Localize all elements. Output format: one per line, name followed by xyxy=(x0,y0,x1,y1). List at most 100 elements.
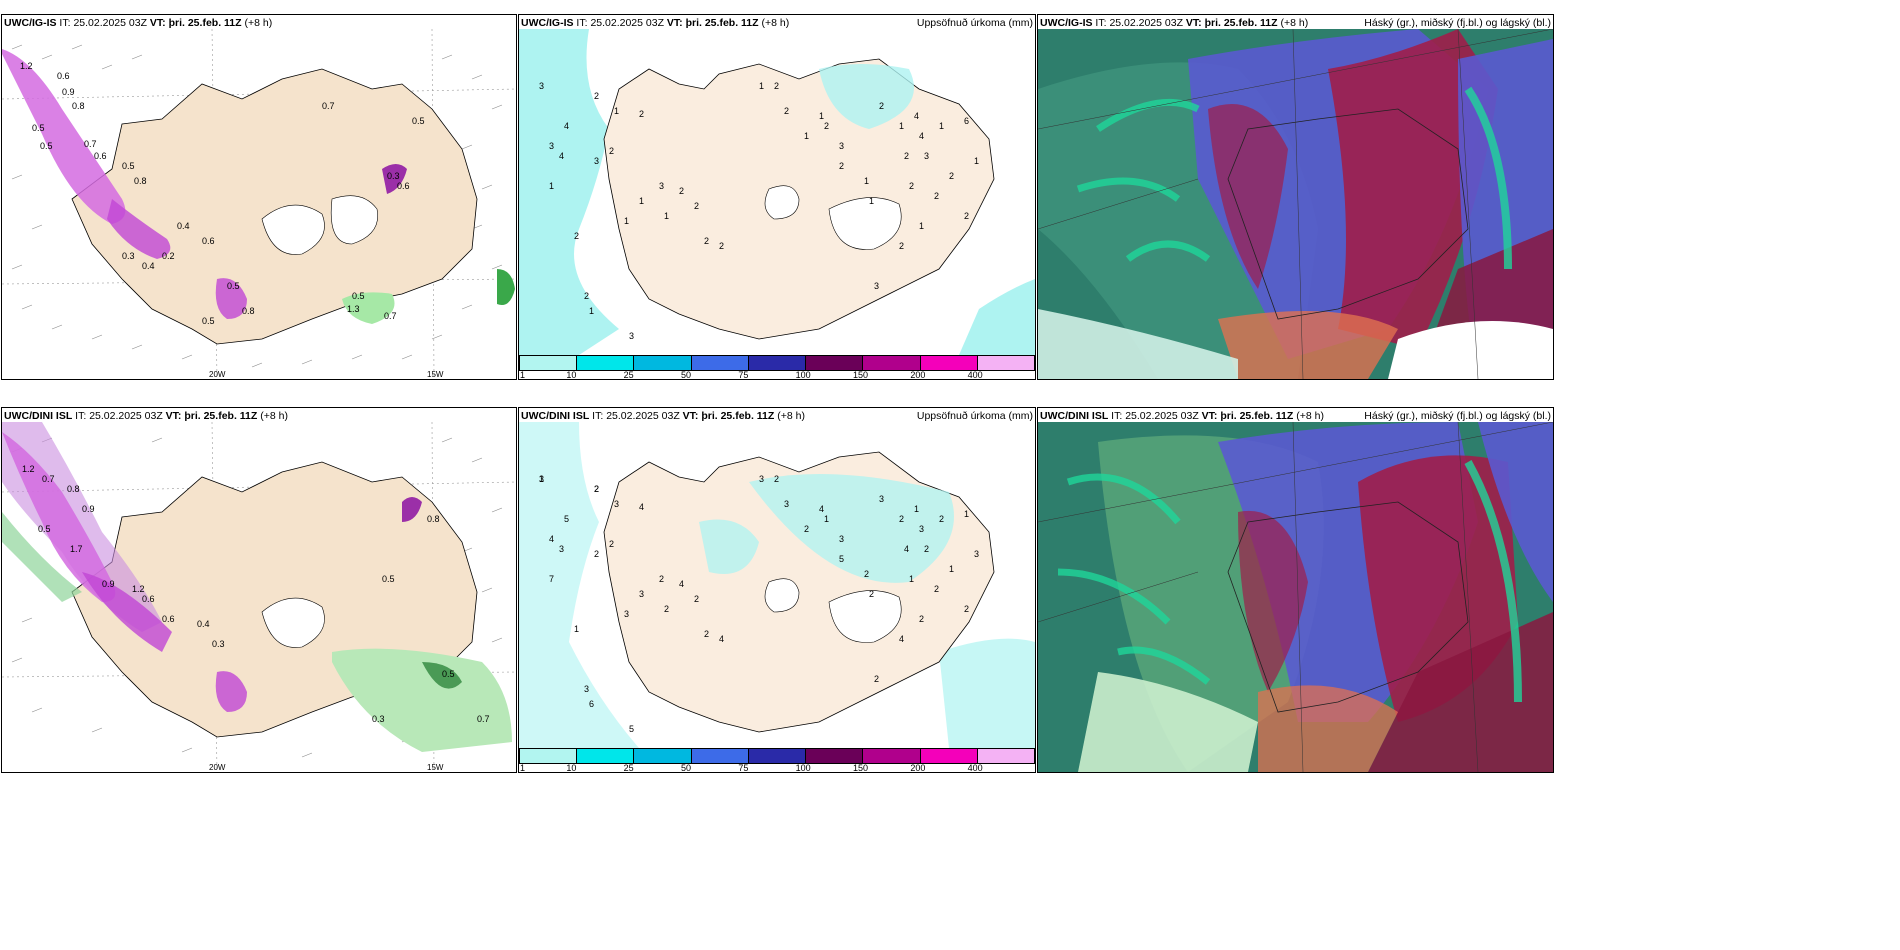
colorbar-tick-label: 200 xyxy=(910,763,926,773)
map-value-label: 0.3 xyxy=(122,251,135,261)
map-value-label: 0.9 xyxy=(62,87,75,97)
panel-header: UWC/IG-IS IT: 25.02.2025 03Z VT: þri. 25… xyxy=(1040,17,1308,29)
map-value-label: 0.7 xyxy=(322,101,335,111)
colorbar-swatch xyxy=(577,749,635,763)
map-value-label: 0.8 xyxy=(242,306,255,316)
map-value-label: 2 xyxy=(584,291,589,301)
wind-map: 1.2 0.7 0.8 0.9 0.5 1.7 1.2 0.9 0.6 0.6 0.4 0.3 0.5 0… xyxy=(2,422,516,772)
map-value-label: 1.3 xyxy=(347,304,360,314)
plot-title: Uppsöfnuð úrkoma (mm) xyxy=(916,17,1033,29)
map-value-label: 4 xyxy=(719,634,724,644)
cloud-map xyxy=(1038,29,1553,379)
map-value-label: 4 xyxy=(679,579,684,589)
vt-label: VT: xyxy=(682,410,699,422)
colorbar-tick-label: 100 xyxy=(795,370,811,380)
map-value-label: 1 xyxy=(939,121,944,131)
lon-label: 15W xyxy=(427,370,444,379)
map-value-label: 3 xyxy=(659,181,664,191)
map-value-label: 2 xyxy=(639,109,644,119)
it-label: IT: xyxy=(59,17,71,29)
map-value-label: 5 xyxy=(564,514,569,524)
map-value-label: 0.7 xyxy=(384,311,397,321)
colorbar-swatch xyxy=(977,749,1034,763)
map-value-label: 1.2 xyxy=(22,464,35,474)
colorbar-tick-label: 150 xyxy=(853,370,869,380)
cloud-panel-1: UWC/IG-IS IT: 25.02.2025 03Z VT: þri. 25… xyxy=(1037,14,1554,380)
map-value-label: 4 xyxy=(899,634,904,644)
colorbar-swatch xyxy=(863,749,921,763)
valid-time: þri. 25.feb. 11Z xyxy=(1204,17,1278,29)
wind-map: 1.2 0.6 0.9 0.8 0.5 0.5 0.7 0.6 0.5 0.8 0.4 0.6 0.3 0… xyxy=(2,29,516,379)
colorbar-tick-label: 25 xyxy=(623,370,634,380)
map-value-label: 4 xyxy=(919,131,924,141)
panel-header: UWC/DINI ISL IT: 25.02.2025 03Z VT: þri.… xyxy=(4,410,288,422)
iceland-land xyxy=(71,68,478,345)
map-value-label: 4 xyxy=(639,502,644,512)
map-value-label: 0.4 xyxy=(142,261,155,271)
map-value-label: 0.5 xyxy=(32,123,45,133)
it-label: IT: xyxy=(576,17,588,29)
map-value-label: 1 xyxy=(914,504,919,514)
map-value-label: 2 xyxy=(839,161,844,171)
map-value-label: 7 xyxy=(549,574,554,584)
cloud-panel-2: UWC/DINI ISL IT: 25.02.2025 03Z VT: þri.… xyxy=(1037,407,1554,773)
map-value-label: 1 xyxy=(974,156,979,166)
map-value-label: 2 xyxy=(899,241,904,251)
map-value-label: 0.2 xyxy=(162,251,175,261)
map-value-label: 0.9 xyxy=(102,579,115,589)
map-value-label: 0.6 xyxy=(142,594,155,604)
map-value-label: 4 xyxy=(549,534,554,544)
it-label: IT: xyxy=(1111,410,1123,422)
panel-header: UWC/IG-IS IT: 25.02.2025 03Z VT: þri. 25… xyxy=(4,17,272,29)
map-value-label: 2 xyxy=(784,106,789,116)
map-value-label: 3 xyxy=(839,534,844,544)
map-value-label: 2 xyxy=(864,569,869,579)
map-value-label: 1 xyxy=(919,221,924,231)
map-value-label: 3 xyxy=(879,494,884,504)
map-value-label: 2 xyxy=(694,201,699,211)
colorbar-swatch xyxy=(577,356,635,370)
map-value-label: 3 xyxy=(614,499,619,509)
map-value-label: 0.3 xyxy=(212,639,225,649)
map-value-label: 0.4 xyxy=(197,619,210,629)
lead-time: (+8 h) xyxy=(244,17,273,29)
map-value-label: 2 xyxy=(899,514,904,524)
map-value-label: 1 xyxy=(949,564,954,574)
map-value-label: 0.5 xyxy=(202,316,215,326)
colorbar-swatch xyxy=(920,749,978,763)
vt-label: VT: xyxy=(666,17,683,29)
model-name: UWC/IG-IS xyxy=(1040,17,1093,29)
colorbar-tick-label: 200 xyxy=(910,370,926,380)
map-value-label: 2 xyxy=(594,484,599,494)
lead-time: (+8 h) xyxy=(1296,410,1324,422)
map-value-label: 4 xyxy=(559,151,564,161)
vt-label: VT: xyxy=(1185,17,1202,29)
map-value-label: 0.8 xyxy=(427,514,440,524)
map-value-label: 3 xyxy=(759,474,764,484)
map-value-label: 3 xyxy=(919,524,924,534)
it-label: IT: xyxy=(1095,17,1107,29)
colorbar-tick-label: 1 xyxy=(520,370,526,380)
colorbar-tick-label: 1 xyxy=(520,763,526,773)
map-value-label: 3 xyxy=(784,499,789,509)
map-value-label: 3 xyxy=(839,141,844,151)
map-value-label: 3 xyxy=(624,609,629,619)
map-value-label: 0.3 xyxy=(372,714,385,724)
colorbar-tick-label: 50 xyxy=(681,370,692,380)
map-value-label: 0.3 xyxy=(387,171,400,181)
valid-time: þri. 25.feb. 11Z xyxy=(685,17,759,29)
map-value-label: 3 xyxy=(874,281,879,291)
map-value-label: 2 xyxy=(804,524,809,534)
map-value-label: 1 xyxy=(549,181,554,191)
map-value-label: 2 xyxy=(659,574,664,584)
init-time: 25.02.2025 03Z xyxy=(1109,17,1183,29)
lead-time: (+8 h) xyxy=(1280,17,1309,29)
init-time: 25.02.2025 03Z xyxy=(590,17,664,29)
colorbar-tick-label: 75 xyxy=(738,370,749,380)
map-value-label: 1 xyxy=(624,216,629,226)
map-value-label: 0.9 xyxy=(82,504,95,514)
map-value-label: 2 xyxy=(879,101,884,111)
map-value-label: 3 xyxy=(594,156,599,166)
